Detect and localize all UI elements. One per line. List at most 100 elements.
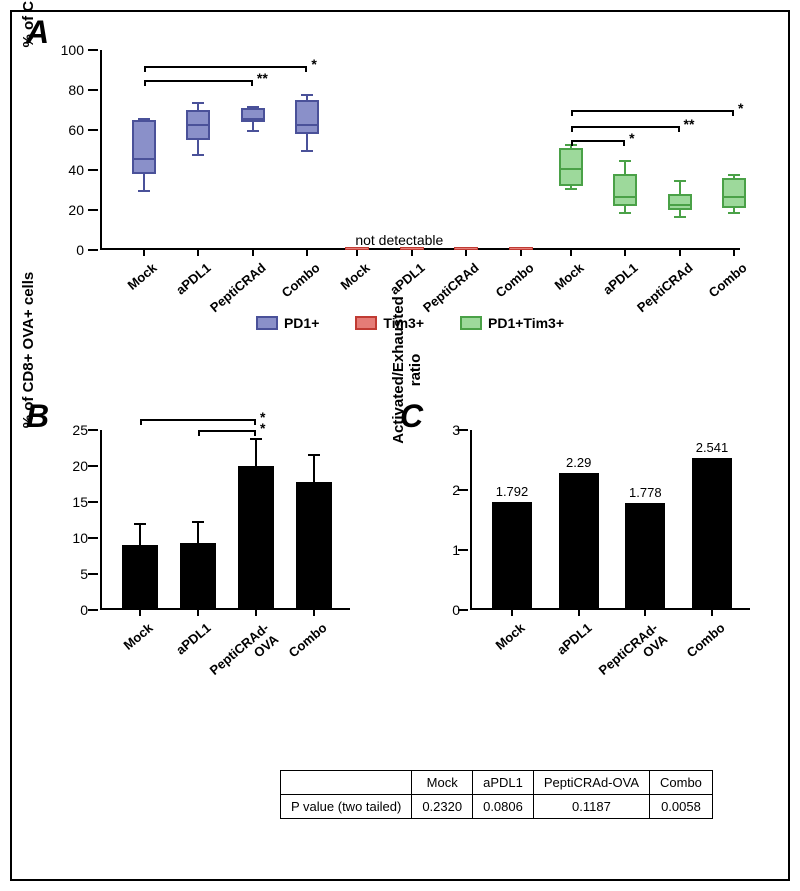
significance-bar <box>144 80 253 82</box>
xtick <box>570 250 572 256</box>
boxplot-box <box>132 120 156 174</box>
boxplot-median <box>613 196 637 198</box>
not-detectable-text: not detectable <box>355 232 443 248</box>
ylabel-tick: 3 <box>426 422 460 438</box>
ytick <box>88 537 98 539</box>
ylabel-tick: 1 <box>426 542 460 558</box>
bar <box>238 466 274 610</box>
sig-label: * <box>629 130 634 146</box>
sig-tick <box>305 66 307 72</box>
whisker-cap <box>247 106 259 108</box>
xtick <box>679 250 681 256</box>
xtick <box>197 610 199 616</box>
ytick <box>88 249 98 251</box>
error-cap <box>308 454 320 456</box>
ylabel-tick: 60 <box>50 122 84 138</box>
xtick <box>511 610 513 616</box>
table-cell: 0.0806 <box>473 795 534 819</box>
x-category: aPDL1 <box>523 620 594 683</box>
error-bar <box>197 521 199 543</box>
ylabel-tick: 100 <box>50 42 84 58</box>
ylabel-tick: 0 <box>54 602 88 618</box>
ylabel-tick: 20 <box>54 458 88 474</box>
error-bar <box>139 523 141 545</box>
whisker <box>252 122 254 130</box>
xtick <box>733 250 735 256</box>
whisker <box>624 160 626 174</box>
ytick <box>88 209 98 211</box>
ytick <box>88 609 98 611</box>
table-cell: 0.2320 <box>412 795 473 819</box>
sig-tick <box>254 419 256 425</box>
bar-value-label: 2.29 <box>554 455 604 470</box>
error-cap <box>250 438 262 440</box>
boxplot-median <box>559 168 583 170</box>
bar-value-label: 1.792 <box>487 484 537 499</box>
whisker-cap <box>301 94 313 96</box>
boxplot-median <box>241 118 265 120</box>
boxplot-box <box>186 110 210 140</box>
whisker-cap <box>728 174 740 176</box>
whisker <box>197 140 199 154</box>
whisker-cap <box>674 180 686 182</box>
panel-b-axis: ** <box>100 430 350 610</box>
table-cell: 0.0058 <box>650 795 713 819</box>
boxplot-median <box>132 158 156 160</box>
xtick <box>411 250 413 256</box>
ytick <box>88 429 98 431</box>
xtick <box>313 610 315 616</box>
bar <box>625 503 665 610</box>
whisker <box>306 134 308 150</box>
whisker-cap <box>619 212 631 214</box>
xtick <box>644 610 646 616</box>
boxplot-box <box>295 100 319 134</box>
significance-bar <box>144 66 307 68</box>
boxplot-box <box>400 247 424 250</box>
whisker-cap <box>565 188 577 190</box>
xtick <box>252 250 254 256</box>
table-header: Combo <box>650 771 713 795</box>
bar <box>296 482 332 610</box>
xtick <box>520 250 522 256</box>
xtick <box>143 250 145 256</box>
bar <box>492 502 532 610</box>
boxplot-median <box>722 196 746 198</box>
significance-bar <box>140 419 256 421</box>
whisker <box>679 180 681 194</box>
sig-tick <box>144 80 146 86</box>
panel-c-ylabel: Activated/Exhausted ratio <box>390 280 424 460</box>
sig-label: * <box>260 420 265 436</box>
bar <box>692 458 732 610</box>
xtick <box>197 250 199 256</box>
boxplot-box <box>241 108 265 122</box>
boxplot-median <box>295 124 319 126</box>
boxplot-box <box>454 247 478 250</box>
sig-tick <box>254 430 256 436</box>
xtick <box>465 250 467 256</box>
error-bar <box>313 454 315 482</box>
whisker-cap <box>192 154 204 156</box>
ylabel-tick: 40 <box>50 162 84 178</box>
significance-bar <box>571 126 680 128</box>
error-bar <box>255 438 257 466</box>
xtick <box>306 250 308 256</box>
boxplot-box <box>668 194 692 210</box>
ylabel-tick: 20 <box>50 202 84 218</box>
significance-bar <box>198 430 256 432</box>
table-row-label: P value (two tailed) <box>281 795 412 819</box>
ylabel-tick: 10 <box>54 530 88 546</box>
sig-tick <box>251 80 253 86</box>
table-header: PeptiCRAd-OVA <box>533 771 649 795</box>
xtick <box>255 610 257 616</box>
panel-b-ylabel: % of CD8+ OVA+ cells <box>20 250 37 450</box>
whisker-cap <box>192 102 204 104</box>
boxplot-median <box>186 124 210 126</box>
error-cap <box>134 523 146 525</box>
xtick <box>624 250 626 256</box>
ylabel-tick: 2 <box>426 482 460 498</box>
ytick <box>88 49 98 51</box>
sig-label: * <box>738 100 743 116</box>
whisker-cap <box>138 118 150 120</box>
panel-a-axis: *******not detectable <box>100 50 740 250</box>
sig-tick <box>140 419 142 425</box>
